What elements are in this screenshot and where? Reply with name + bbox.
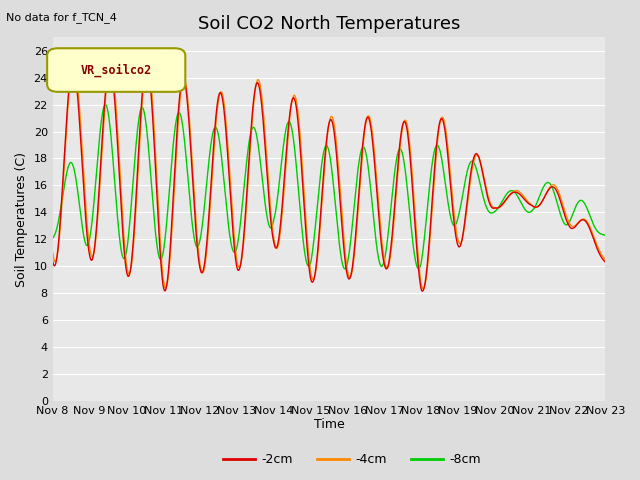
-8cm bbox=[488, 210, 495, 216]
-8cm bbox=[159, 253, 166, 259]
-2cm bbox=[143, 61, 150, 67]
Y-axis label: Soil Temperatures (C): Soil Temperatures (C) bbox=[15, 152, 28, 287]
-2cm bbox=[488, 204, 495, 210]
-8cm bbox=[102, 102, 109, 108]
Title: Soil CO2 North Temperatures: Soil CO2 North Temperatures bbox=[198, 15, 460, 33]
-4cm bbox=[49, 250, 56, 255]
-4cm bbox=[419, 286, 427, 292]
-2cm bbox=[234, 267, 242, 273]
Text: No data for f_TCN_4: No data for f_TCN_4 bbox=[6, 12, 117, 23]
Line: -4cm: -4cm bbox=[52, 62, 605, 289]
-4cm bbox=[144, 59, 152, 65]
-8cm bbox=[536, 191, 544, 197]
-2cm bbox=[49, 258, 56, 264]
-2cm bbox=[415, 271, 423, 277]
-4cm bbox=[415, 263, 423, 269]
-2cm bbox=[159, 278, 166, 284]
FancyBboxPatch shape bbox=[47, 48, 186, 92]
-8cm bbox=[49, 235, 56, 241]
Legend: -2cm, -4cm, -8cm: -2cm, -4cm, -8cm bbox=[218, 448, 486, 471]
-2cm bbox=[602, 259, 609, 265]
-2cm bbox=[536, 201, 544, 207]
-4cm bbox=[172, 157, 180, 163]
-8cm bbox=[234, 240, 242, 246]
Line: -2cm: -2cm bbox=[52, 64, 605, 291]
-2cm bbox=[172, 145, 180, 151]
-8cm bbox=[341, 266, 349, 272]
-2cm bbox=[419, 288, 426, 294]
-8cm bbox=[172, 119, 180, 125]
-8cm bbox=[602, 232, 609, 238]
-4cm bbox=[159, 268, 166, 274]
X-axis label: Time: Time bbox=[314, 419, 344, 432]
Text: VR_soilco2: VR_soilco2 bbox=[81, 63, 152, 77]
-4cm bbox=[536, 201, 544, 207]
-4cm bbox=[602, 256, 609, 262]
Line: -8cm: -8cm bbox=[52, 105, 605, 269]
-4cm bbox=[234, 262, 242, 267]
-4cm bbox=[488, 203, 495, 209]
-8cm bbox=[415, 265, 423, 271]
